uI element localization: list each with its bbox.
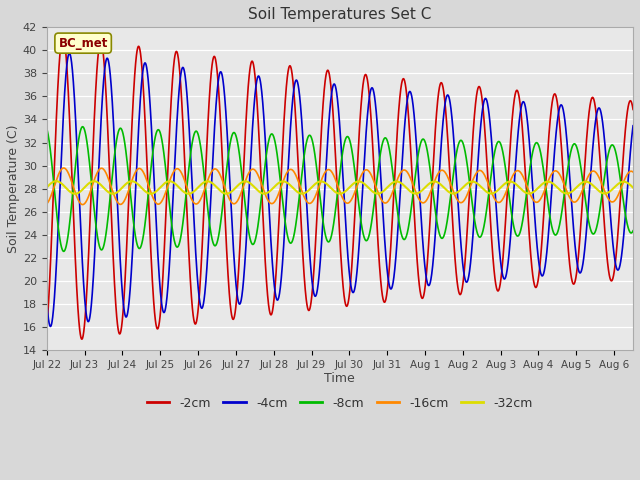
Line: -32cm: -32cm [47, 181, 633, 194]
-16cm [629, 169, 637, 175]
-4cm [326, 111, 333, 117]
-8cm [629, 228, 637, 234]
Title: Soil Temperatures Set C: Soil Temperatures Set C [248, 7, 431, 22]
-16cm [625, 170, 632, 176]
-4cm [47, 324, 54, 329]
-8cm [60, 249, 68, 254]
-16cm [310, 197, 317, 203]
-16cm [375, 192, 383, 197]
-32cm [326, 184, 333, 190]
-4cm [629, 123, 637, 129]
-4cm [506, 245, 513, 251]
Line: -16cm: -16cm [47, 168, 633, 204]
Legend: -2cm, -4cm, -8cm, -16cm, -32cm: -2cm, -4cm, -8cm, -16cm, -32cm [142, 392, 538, 415]
-8cm [297, 182, 305, 188]
-2cm [629, 107, 637, 112]
-8cm [625, 226, 632, 232]
-32cm [43, 185, 51, 191]
-2cm [78, 336, 86, 342]
-4cm [297, 103, 305, 108]
-16cm [297, 185, 305, 191]
-8cm [310, 143, 317, 149]
-4cm [65, 50, 73, 56]
-32cm [52, 178, 60, 184]
-32cm [310, 183, 317, 189]
Y-axis label: Soil Temperature (C): Soil Temperature (C) [7, 124, 20, 253]
-2cm [506, 152, 513, 158]
-16cm [79, 202, 86, 207]
-32cm [297, 191, 305, 196]
-2cm [326, 72, 333, 78]
Line: -2cm: -2cm [47, 36, 633, 339]
Line: -8cm: -8cm [47, 127, 633, 252]
-8cm [43, 125, 51, 131]
-4cm [625, 172, 632, 178]
-2cm [59, 33, 67, 38]
-8cm [506, 197, 513, 203]
-8cm [375, 162, 383, 168]
-32cm [629, 185, 637, 191]
-2cm [297, 209, 305, 215]
-2cm [625, 102, 632, 108]
-32cm [71, 191, 79, 197]
Text: BC_met: BC_met [58, 36, 108, 49]
-32cm [506, 179, 513, 184]
-2cm [43, 326, 51, 332]
-8cm [79, 124, 86, 130]
-2cm [375, 252, 383, 257]
-16cm [326, 167, 333, 173]
-16cm [60, 165, 68, 171]
-8cm [326, 238, 333, 244]
-4cm [310, 288, 317, 294]
-2cm [310, 274, 317, 279]
-16cm [506, 180, 513, 186]
-4cm [43, 298, 51, 303]
Line: -4cm: -4cm [47, 53, 633, 326]
X-axis label: Time: Time [324, 372, 355, 385]
-16cm [43, 201, 51, 207]
-4cm [375, 142, 383, 148]
-32cm [375, 191, 383, 196]
-32cm [625, 180, 632, 186]
